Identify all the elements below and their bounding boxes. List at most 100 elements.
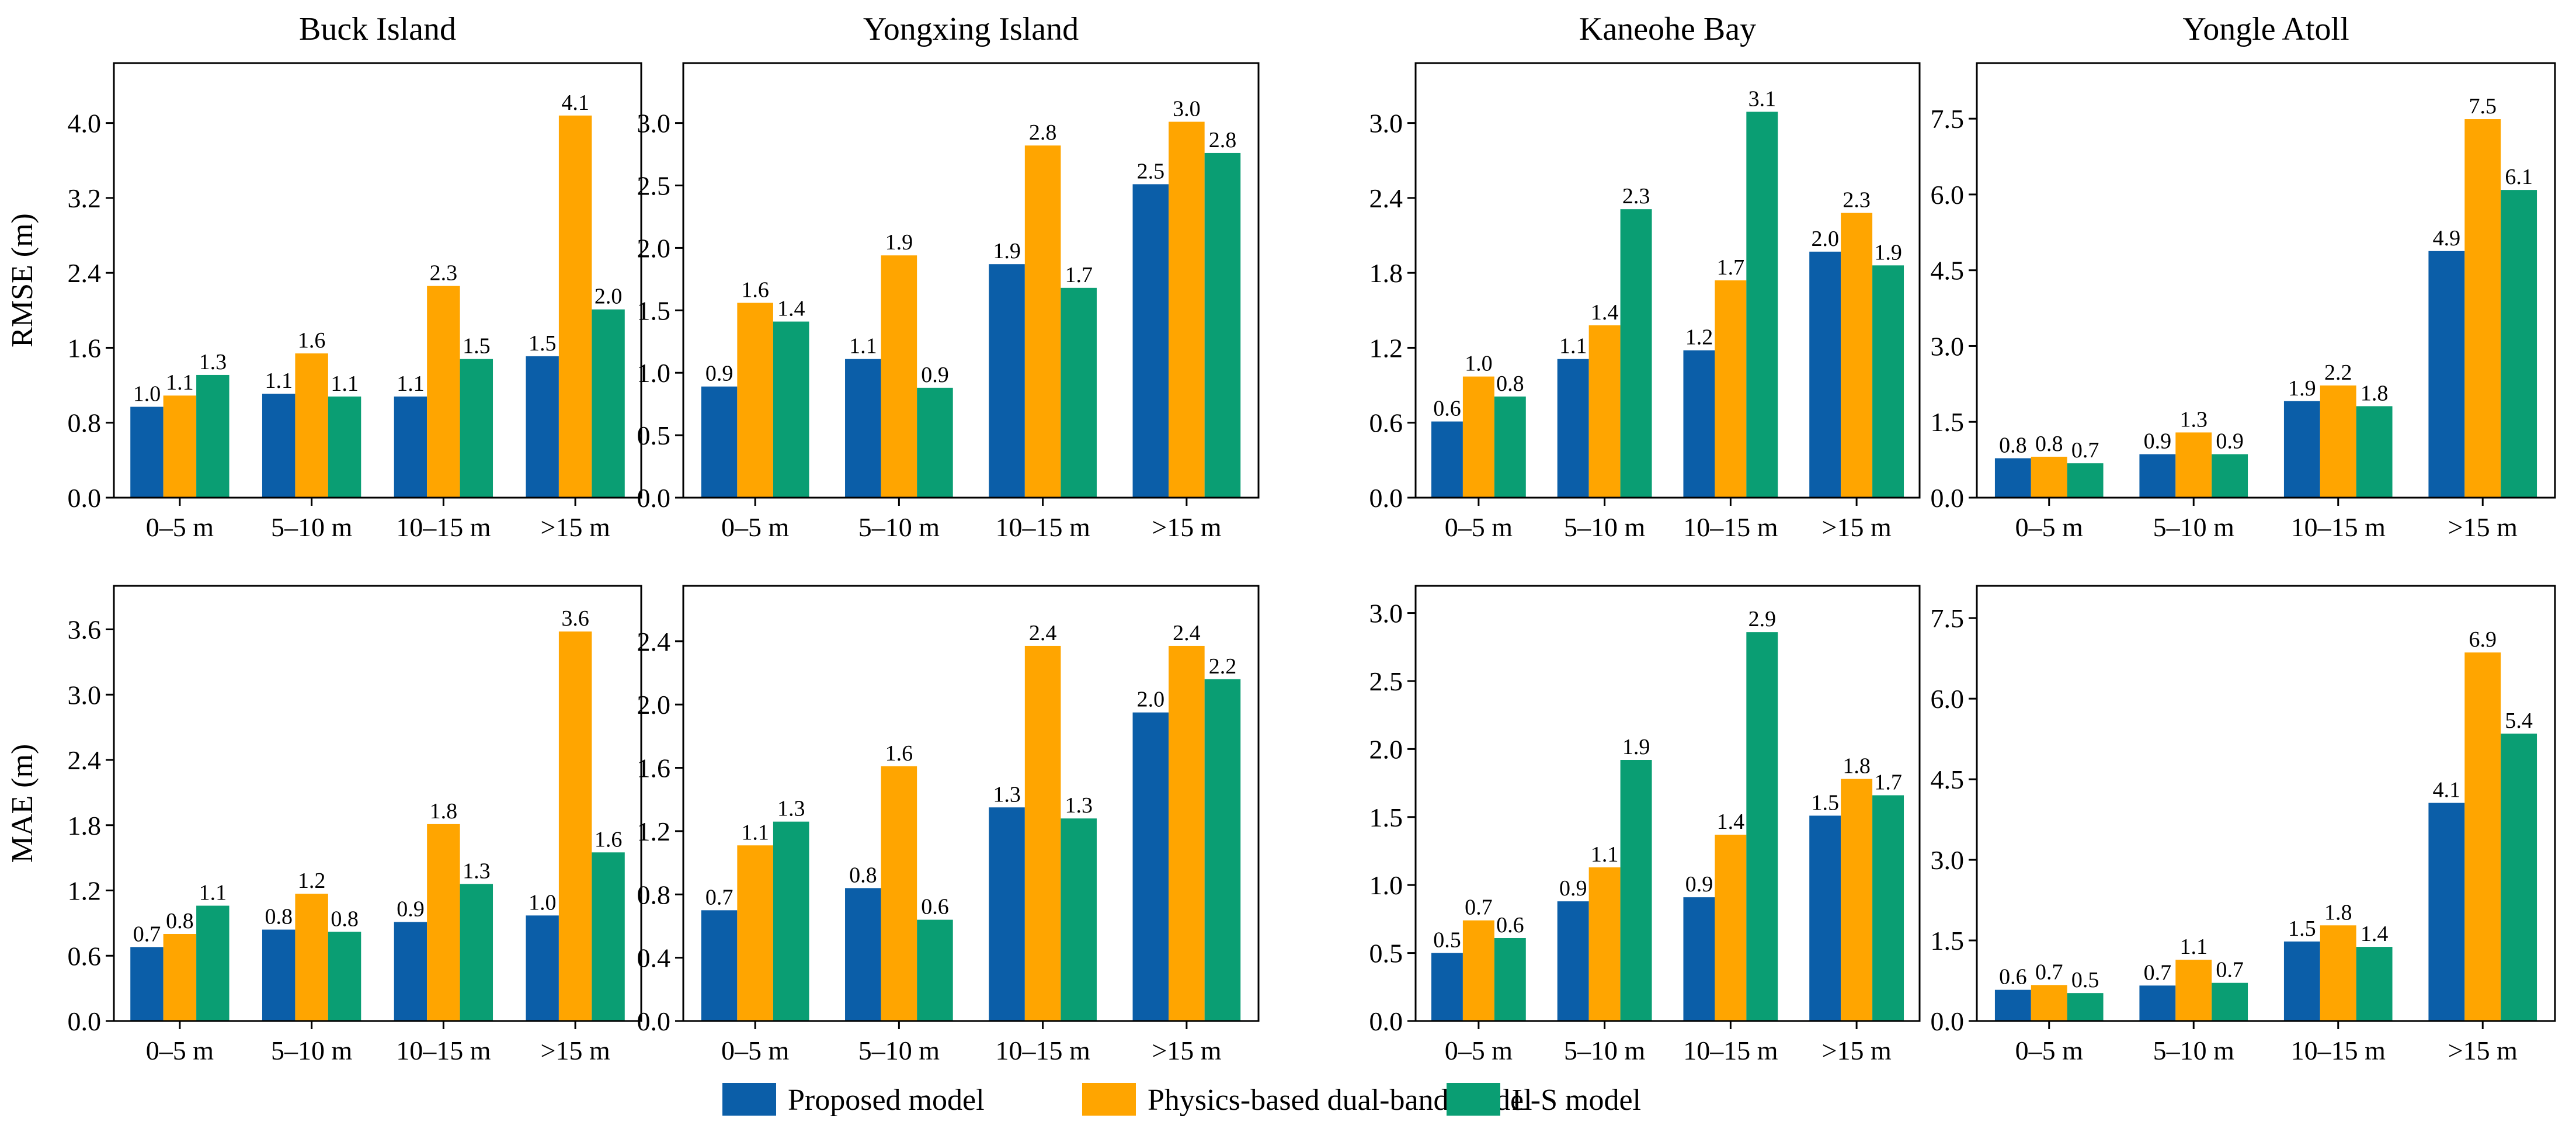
panel-2-bar-l-s-model-3 xyxy=(1061,287,1097,498)
panel-2-bar-physics-based-dual-band-model-2 xyxy=(881,255,917,498)
panel-6-y-tick-label-1: 0.4 xyxy=(637,943,671,973)
panel-1-data-label-l-s-model-3: 1.5 xyxy=(463,334,491,359)
panel-4-data-label-proposed-model-2: 0.9 xyxy=(2144,429,2172,454)
panel-3-data-label-physics-based-dual-band-model-2: 1.4 xyxy=(1591,300,1619,325)
panel-6-bar-l-s-model-2 xyxy=(917,919,953,1021)
panel-1-x-tick-label-2: 10–15 m xyxy=(396,512,491,542)
panel-7-bar-physics-based-dual-band-model-1 xyxy=(1462,920,1494,1021)
panel-8-data-label-physics-based-dual-band-model-1: 0.7 xyxy=(2035,960,2063,984)
panel-4-title: Yongle Atoll xyxy=(2182,11,2349,47)
panel-6-bar-proposed-model-3 xyxy=(989,807,1025,1021)
panel-5-y-tick-label-2: 1.2 xyxy=(68,876,102,906)
panel-4-data-label-proposed-model-1: 0.8 xyxy=(1999,433,2027,458)
panel-6-bar-physics-based-dual-band-model-1 xyxy=(737,845,773,1021)
panel-4-data-label-physics-based-dual-band-model-4: 7.5 xyxy=(2469,94,2497,119)
panel-1-y-tick-label-4: 3.2 xyxy=(68,183,102,213)
panel-3-y-tick-label-2: 1.2 xyxy=(1369,333,1403,363)
panel-7-bar-physics-based-dual-band-model-2 xyxy=(1588,867,1621,1021)
panel-3-bar-physics-based-dual-band-model-4 xyxy=(1841,213,1873,498)
panel-3-data-label-physics-based-dual-band-model-3: 1.7 xyxy=(1717,255,1745,280)
panel-7-bar-l-s-model-2 xyxy=(1620,760,1652,1021)
panel-6-data-label-physics-based-dual-band-model-1: 1.1 xyxy=(741,820,769,845)
panel-1-data-label-proposed-model-2: 1.1 xyxy=(265,369,293,393)
panel-6-bar-l-s-model-3 xyxy=(1061,818,1097,1021)
legend-label-proposed-model: Proposed model xyxy=(788,1084,985,1117)
panel-7-bar-physics-based-dual-band-model-3 xyxy=(1715,835,1747,1021)
panel-1-bar-physics-based-dual-band-model-2 xyxy=(295,353,328,498)
panel-4-x-tick-label-2: 10–15 m xyxy=(2291,512,2386,542)
panel-1-data-label-l-s-model-4: 2.0 xyxy=(595,284,623,309)
panel-6-axes-frame xyxy=(682,585,1260,1022)
panel-1-data-label-l-s-model-1: 1.3 xyxy=(199,350,227,374)
panel-5-bar-l-s-model-4 xyxy=(592,852,625,1021)
panel-5-bar-l-s-model-2 xyxy=(328,932,361,1021)
panel-2-bar-proposed-model-2 xyxy=(845,359,881,498)
panel-8-x-tick-label-3: >15 m xyxy=(2448,1036,2518,1065)
panel-2-y-tick-label-5: 2.5 xyxy=(637,171,671,201)
panel-2-x-tick-label-2: 10–15 m xyxy=(995,512,1090,542)
panel-8-y-tick-label-4: 6.0 xyxy=(1931,684,1965,714)
panel-2-data-label-l-s-model-3: 1.7 xyxy=(1065,263,1093,287)
panel-3-data-label-proposed-model-2: 1.1 xyxy=(1559,334,1587,359)
panel-2-y-tick-label-1: 0.5 xyxy=(637,421,671,450)
panel-4-bar-proposed-model-2 xyxy=(2139,454,2176,498)
panel-6-y-tick-label-2: 0.8 xyxy=(637,880,671,909)
panel-6-bar-l-s-model-4 xyxy=(1204,679,1241,1021)
panel-5-data-label-proposed-model-2: 0.8 xyxy=(265,905,293,929)
panel-2-bar-proposed-model-3 xyxy=(989,264,1025,498)
panel-2-data-label-l-s-model-4: 2.8 xyxy=(1209,128,1237,152)
panel-6-bar-proposed-model-2 xyxy=(845,888,881,1021)
panel-3-x-tick-label-3: >15 m xyxy=(1822,512,1892,542)
panel-2-data-label-physics-based-dual-band-model-1: 1.6 xyxy=(741,277,769,302)
panel-1-bar-proposed-model-3 xyxy=(394,396,427,498)
panel-7-axes-frame xyxy=(1414,585,1921,1022)
panel-4-data-label-proposed-model-3: 1.9 xyxy=(2288,376,2316,401)
panel-1-y-tick-label-2: 1.6 xyxy=(68,333,102,363)
panel-4-y-tick-label-0: 0.0 xyxy=(1931,483,1965,513)
panel-3-x-tick-label-1: 5–10 m xyxy=(1564,512,1646,542)
panel-5-data-label-physics-based-dual-band-model-4: 3.6 xyxy=(561,606,589,631)
panel-7-data-label-physics-based-dual-band-model-3: 1.4 xyxy=(1717,810,1745,834)
panel-4-y-tick-label-2: 3.0 xyxy=(1931,331,1965,361)
panel-4-bar-proposed-model-1 xyxy=(1994,458,2031,498)
panel-4-x-tick-label-1: 5–10 m xyxy=(2153,512,2235,542)
panel-2-data-label-physics-based-dual-band-model-2: 1.9 xyxy=(885,230,913,255)
panel-8-axes-frame xyxy=(1976,585,2556,1022)
panel-4-y-tick-label-3: 4.5 xyxy=(1931,256,1965,286)
panel-4-bar-physics-based-dual-band-model-1 xyxy=(2031,456,2067,498)
panel-1-bar-proposed-model-1 xyxy=(130,407,164,498)
panel-2-y-tick-label-0: 0.0 xyxy=(637,483,671,513)
panel-3-bar-physics-based-dual-band-model-2 xyxy=(1588,325,1621,498)
panel-2-data-label-proposed-model-2: 1.1 xyxy=(849,334,877,359)
panel-7-x-tick-label-2: 10–15 m xyxy=(1683,1036,1778,1065)
panel-4-data-label-physics-based-dual-band-model-2: 1.3 xyxy=(2180,407,2208,432)
panel-7-bar-l-s-model-1 xyxy=(1494,937,1526,1021)
panel-7-data-label-proposed-model-3: 0.9 xyxy=(1685,872,1713,897)
panel-3-data-label-physics-based-dual-band-model-1: 1.0 xyxy=(1465,352,1493,376)
panel-8-data-label-physics-based-dual-band-model-4: 6.9 xyxy=(2469,627,2497,652)
panel-5-bar-proposed-model-1 xyxy=(130,947,164,1021)
panel-8-x-tick-label-2: 10–15 m xyxy=(2291,1036,2386,1065)
panel-4-y-tick-label-1: 1.5 xyxy=(1931,407,1965,437)
panel-2-data-label-proposed-model-4: 2.5 xyxy=(1137,159,1165,183)
panel-3-y-tick-label-4: 2.4 xyxy=(1369,183,1403,213)
panel-7-data-label-proposed-model-1: 0.5 xyxy=(1433,928,1461,953)
panel-8-data-label-l-s-model-2: 0.7 xyxy=(2216,958,2244,982)
panel-5-x-tick-label-0: 0–5 m xyxy=(146,1036,214,1065)
panel-8-y-tick-label-2: 3.0 xyxy=(1931,845,1965,875)
panel-3-title: Kaneohe Bay xyxy=(1579,11,1756,47)
panel-5-y-tick-label-5: 3.0 xyxy=(68,680,102,710)
panel-2-data-label-l-s-model-2: 0.9 xyxy=(921,363,949,387)
panel-2-bar-proposed-model-1 xyxy=(701,386,738,498)
panel-5-bar-l-s-model-1 xyxy=(196,905,230,1021)
panel-1-data-label-proposed-model-4: 1.5 xyxy=(529,331,557,356)
panel-1-bar-proposed-model-2 xyxy=(262,394,296,498)
panel-3-y-tick-label-5: 3.0 xyxy=(1369,109,1403,138)
panel-2-bar-l-s-model-1 xyxy=(773,321,809,498)
panel-2-bar-physics-based-dual-band-model-1 xyxy=(737,303,773,498)
panel-4-bar-l-s-model-3 xyxy=(2356,406,2393,498)
panel-7-bar-proposed-model-4 xyxy=(1809,815,1841,1021)
panel-1-bar-l-s-model-3 xyxy=(460,359,493,498)
panel-8-bar-proposed-model-1 xyxy=(1994,989,2031,1021)
panel-5-bar-physics-based-dual-band-model-1 xyxy=(163,934,197,1021)
